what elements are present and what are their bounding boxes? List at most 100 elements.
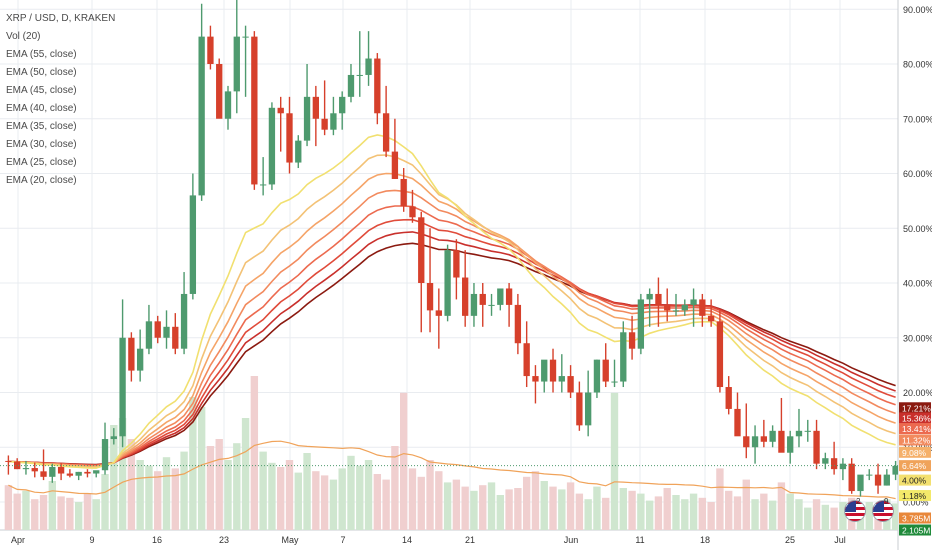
volume-bar <box>733 496 742 530</box>
legend-ema-20[interactable]: EMA (20, close) <box>6 175 77 186</box>
price-label: 4.00% <box>902 476 927 486</box>
legend-volume[interactable]: Vol (20) <box>6 31 41 42</box>
legend-ema-25[interactable]: EMA (25, close) <box>6 157 77 168</box>
volume-ma-line <box>8 440 896 500</box>
legend-symbol[interactable]: XRP / USD, D, KRAKEN <box>6 13 116 24</box>
candle-body <box>14 461 21 470</box>
price-label-bg <box>899 434 931 446</box>
candle-body <box>66 473 74 476</box>
legend-ema-40[interactable]: EMA (40, close) <box>6 103 77 114</box>
candle-body <box>848 463 855 492</box>
candle-body <box>189 195 197 294</box>
legend-ema-55[interactable]: EMA (55, close) <box>6 49 77 60</box>
volume-bar <box>751 499 759 530</box>
volume-bar <box>610 392 619 530</box>
volume-bar <box>628 490 636 530</box>
candle-body <box>620 332 627 382</box>
candle-body <box>400 178 407 207</box>
candle-body <box>839 463 847 470</box>
event-flags[interactable]: 2 9 <box>842 497 896 527</box>
candle-body <box>347 74 355 97</box>
price-label-bg <box>899 490 931 502</box>
candle-body <box>154 321 161 338</box>
candle-body <box>365 58 372 75</box>
us-flag-icon[interactable] <box>872 500 894 522</box>
candle-body <box>655 293 662 305</box>
price-label: 6.64% <box>902 461 927 471</box>
plot-area <box>4 0 898 530</box>
candle-body <box>374 58 381 114</box>
price-label: 17.21% <box>902 403 931 413</box>
candle-body <box>523 343 530 377</box>
candle-body <box>541 359 548 382</box>
candle-body <box>259 184 267 186</box>
us-flag-icon[interactable] <box>844 500 866 522</box>
flag-count: 9 <box>884 497 889 506</box>
x-tick-label: 16 <box>152 535 162 545</box>
candle-body <box>180 293 188 349</box>
volume-bar <box>48 481 57 530</box>
volume-bar <box>136 460 144 530</box>
volume-bar <box>505 489 513 530</box>
volume-bar <box>549 486 557 530</box>
volume-bar <box>821 504 830 530</box>
volume-bar <box>672 495 680 530</box>
volume-bar <box>426 460 434 530</box>
volume-bar <box>716 468 724 530</box>
candle-body <box>286 113 293 163</box>
volume-bar <box>645 500 654 530</box>
legend-ema-50[interactable]: EMA (50, close) <box>6 67 77 78</box>
candle-body <box>268 107 276 185</box>
volume-bar <box>268 462 276 530</box>
volume-bar <box>189 397 197 530</box>
volume-bar <box>118 418 127 530</box>
candle-body <box>707 315 715 322</box>
candle-body <box>84 471 91 474</box>
candle-body <box>303 96 311 141</box>
legend-ema-35[interactable]: EMA (35, close) <box>6 121 77 132</box>
volume-bar <box>338 468 346 530</box>
candle-body <box>128 337 135 371</box>
candle-body <box>514 304 522 344</box>
volume-bar <box>786 493 794 530</box>
volume-bar <box>777 482 786 530</box>
candle-body <box>462 277 469 316</box>
price-label: 3.785M <box>902 514 930 524</box>
ema-line <box>8 172 896 468</box>
volume-bar <box>364 460 373 530</box>
volume-bar <box>101 474 109 530</box>
candle-body <box>339 96 346 114</box>
ema-line <box>8 189 896 467</box>
volume-bar <box>663 488 671 530</box>
candle-body <box>549 359 557 382</box>
volume-bar <box>259 451 267 530</box>
candle-body <box>382 113 390 152</box>
candle-body <box>602 359 609 382</box>
y-tick-label: 0.00% <box>903 498 929 508</box>
candle-body <box>242 36 249 38</box>
volume-bar <box>584 499 592 530</box>
y-tick-label: 70.00% <box>903 114 932 124</box>
volume-bar <box>110 425 118 530</box>
volume-bar <box>531 471 540 530</box>
legend-ema-45[interactable]: EMA (45, close) <box>6 85 77 96</box>
legend-ema-30[interactable]: EMA (30, close) <box>6 139 77 150</box>
volume-bar <box>22 490 30 530</box>
volume-bar <box>514 488 522 530</box>
volume-bar <box>768 500 777 530</box>
volume-bar <box>698 497 707 530</box>
candle-body <box>356 74 363 76</box>
candle-body <box>418 217 425 283</box>
candle-body <box>505 288 513 305</box>
candle-body <box>5 460 12 462</box>
candle-body <box>760 436 768 442</box>
volume-bar <box>496 495 505 530</box>
candle-body <box>567 376 574 393</box>
candle-body <box>224 91 232 119</box>
volume-bar <box>470 490 478 530</box>
candle-body <box>830 458 838 470</box>
candle-body <box>734 408 741 437</box>
volume-bar <box>707 502 715 530</box>
